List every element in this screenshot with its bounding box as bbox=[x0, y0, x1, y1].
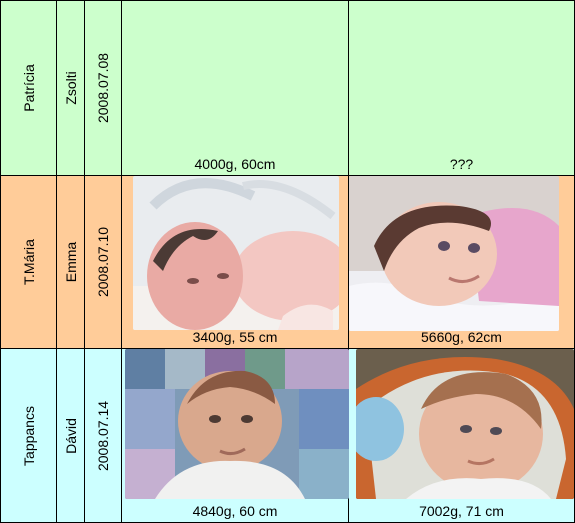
child-name: Dávid bbox=[62, 417, 79, 454]
birth-date-cell: 2008.07.14 bbox=[85, 349, 122, 523]
birth-date-cell: 2008.07.08 bbox=[85, 0, 122, 176]
parent-name: Patrícia bbox=[20, 64, 37, 112]
birth-photo-cell: 3400g, 55 cm bbox=[122, 176, 349, 349]
parent-name: Tappancs bbox=[20, 405, 37, 466]
birth-measurements: 3400g, 55 cm bbox=[192, 329, 278, 345]
child-name-cell: Dávid bbox=[57, 349, 85, 523]
birth-measurements: 4840g, 60 cm bbox=[192, 503, 278, 519]
baby-lying-photo bbox=[349, 176, 559, 331]
child-name-cell: Zsolti bbox=[57, 0, 85, 176]
later-measurements: ??? bbox=[449, 156, 474, 172]
newborn-baby-photo bbox=[133, 176, 339, 330]
parent-name-cell: Tappancs bbox=[0, 349, 57, 523]
parent-name-cell: T.Mária bbox=[0, 176, 57, 349]
child-name: Emma bbox=[62, 241, 79, 283]
later-photo-cell: ??? bbox=[349, 0, 575, 176]
later-measurements: 5660g, 62cm bbox=[421, 329, 502, 345]
birth-measurements: 4000g, 60cm bbox=[194, 156, 276, 172]
table-row: Tappancs Dávid 2008.07.14 bbox=[0, 349, 575, 523]
later-photo-cell: 7002g, 71 cm bbox=[349, 349, 575, 523]
child-name-cell: Emma bbox=[57, 176, 85, 349]
baby-in-bouncer-photo bbox=[356, 349, 574, 499]
later-photo-cell: 5660g, 62cm bbox=[349, 176, 575, 349]
birth-photo-cell: 4000g, 60cm bbox=[122, 0, 349, 176]
birth-date: 2008.07.14 bbox=[95, 400, 111, 471]
birth-photo-cell: 4840g, 60 cm bbox=[122, 349, 349, 523]
birth-date: 2008.07.08 bbox=[95, 52, 111, 124]
later-measurements: 7002g, 71 cm bbox=[419, 503, 504, 519]
parent-name-cell: Patrícia bbox=[0, 0, 57, 176]
child-name: Zsolti bbox=[62, 71, 79, 105]
parent-name: T.Mária bbox=[20, 239, 37, 285]
birth-date-cell: 2008.07.10 bbox=[85, 176, 122, 349]
table-row: T.Mária Emma 2008.07.10 bbox=[0, 176, 575, 349]
table-row: Patrícia Zsolti 2008.07.08 4000g, 60cm ?… bbox=[0, 0, 575, 176]
birth-date: 2008.07.10 bbox=[95, 226, 111, 298]
baby-sitting-photo bbox=[125, 349, 349, 499]
